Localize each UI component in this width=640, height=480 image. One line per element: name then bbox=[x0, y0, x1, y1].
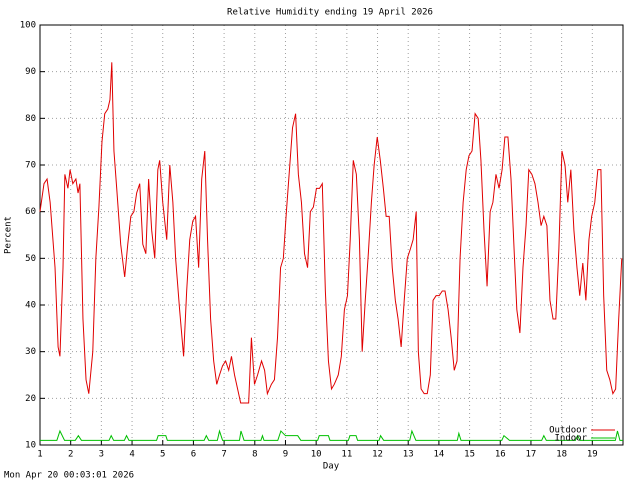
x-tick-label: 16 bbox=[495, 450, 506, 460]
x-tick-label: 9 bbox=[283, 450, 288, 460]
y-axis-label: Percent bbox=[4, 216, 14, 254]
data-line bbox=[40, 429, 623, 441]
x-tick-label: 4 bbox=[129, 450, 134, 460]
y-tick-label: 10 bbox=[25, 441, 36, 451]
y-tick-label: 50 bbox=[25, 254, 36, 264]
y-tick-label: 70 bbox=[25, 161, 36, 171]
y-tick-label: 20 bbox=[25, 394, 36, 404]
x-tick-label: 8 bbox=[252, 450, 257, 460]
x-tick-label: 18 bbox=[556, 450, 567, 460]
y-tick-label: 80 bbox=[25, 114, 36, 124]
x-tick-label: 7 bbox=[221, 450, 226, 460]
y-tick-label: 40 bbox=[25, 301, 36, 311]
x-tick-label: 3 bbox=[99, 450, 104, 460]
legend-label: Indoor bbox=[554, 434, 587, 444]
y-tick-label: 100 bbox=[20, 21, 36, 31]
x-tick-label: 19 bbox=[587, 450, 598, 460]
data-line bbox=[39, 62, 623, 404]
plot-frame bbox=[39, 24, 624, 446]
footer: Mon Apr 20 00:03:01 2026 bbox=[4, 471, 134, 480]
x-tick-label: 17 bbox=[526, 450, 537, 460]
y-tick-label: 90 bbox=[25, 67, 36, 77]
x-tick-label: 1 bbox=[37, 450, 42, 460]
x-tick-label: 2 bbox=[68, 450, 73, 460]
y-tick-label: 30 bbox=[25, 347, 36, 357]
legend-label: Outdoor bbox=[549, 426, 588, 436]
x-axis-label: Day bbox=[323, 462, 340, 472]
x-tick-label: 15 bbox=[464, 450, 475, 460]
x-tick-label: 13 bbox=[403, 450, 414, 460]
x-tick-label: 5 bbox=[160, 450, 165, 460]
chart-title: Relative Humidity ending 19 April 2026 bbox=[227, 8, 433, 18]
x-tick-label: 6 bbox=[191, 450, 196, 460]
x-tick-label: 10 bbox=[311, 450, 322, 460]
x-tick-label: 11 bbox=[341, 450, 352, 460]
x-tick-label: 14 bbox=[433, 450, 444, 460]
y-tick-label: 60 bbox=[25, 207, 36, 217]
x-tick-label: 12 bbox=[372, 450, 383, 460]
